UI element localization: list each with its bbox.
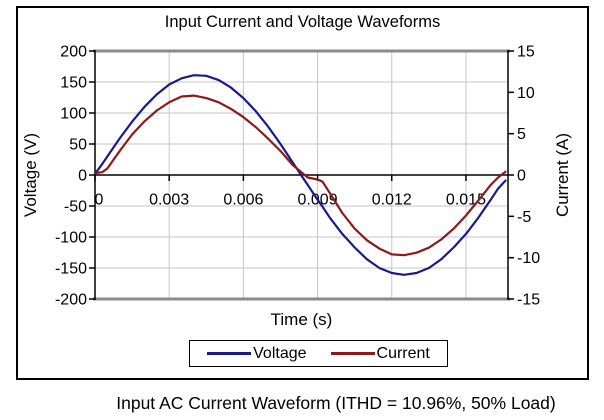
y-axis-right-tick-label: -10 xyxy=(517,250,540,267)
y-axis-right-tick-label: 10 xyxy=(517,85,535,102)
legend-item-voltage: Voltage xyxy=(207,344,307,363)
legend-label-current: Current xyxy=(376,344,430,362)
y-axis-left-tick-label: 50 xyxy=(69,137,87,154)
figure-caption: Input AC Current Waveform (ITHD = 10.96%… xyxy=(116,393,556,413)
legend-label-voltage: Voltage xyxy=(253,344,307,362)
y-axis-left-tick-label: -200 xyxy=(55,292,87,309)
y-axis-left-tick-label: 200 xyxy=(60,44,87,61)
y-axis-left-tick-label: 150 xyxy=(60,75,87,92)
y-axis-right-tick-label: -5 xyxy=(517,209,531,226)
voltage-line xyxy=(93,74,507,276)
legend: Voltage Current xyxy=(189,340,448,367)
y-axis-right-tick-label: 5 xyxy=(517,126,526,143)
current-line-swatch xyxy=(330,352,375,355)
x-axis-tick-label: 0.003 xyxy=(149,192,189,209)
x-axis-tick-label: 0.012 xyxy=(372,192,412,209)
x-axis-tick-label: 0.006 xyxy=(223,192,263,209)
y-axis-left-tick-label: -50 xyxy=(64,199,87,216)
y-axis-right-tick-label: 15 xyxy=(517,44,535,61)
y-axis-right-tick-label: -15 xyxy=(517,292,540,309)
x-axis-title: Time (s) xyxy=(270,310,333,329)
y-axis-left-tick-label: 0 xyxy=(78,168,87,185)
chart-figure xyxy=(16,6,589,380)
voltage-line-swatch xyxy=(207,352,252,355)
current-line xyxy=(93,94,507,257)
legend-item-current: Current xyxy=(330,344,430,363)
y-axis-left-tick-label: 100 xyxy=(60,106,87,123)
x-axis-tick-label: 0 xyxy=(95,192,104,209)
y-axis-right-tick-label: 0 xyxy=(517,168,526,185)
y-axis-left-tick-label: -150 xyxy=(55,261,87,278)
chart-title: Input Current and Voltage Waveforms xyxy=(164,13,441,31)
y-axis-left-tick-label: -100 xyxy=(55,230,87,247)
